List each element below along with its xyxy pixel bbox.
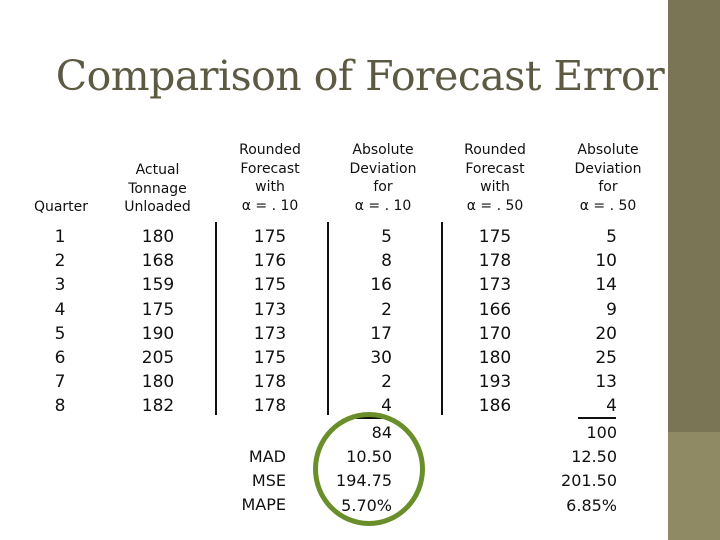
table-cell: 25 [595, 347, 617, 368]
column-separator [441, 222, 443, 415]
table-cell: 190 [141, 323, 175, 344]
mad-label: MAD [248, 447, 286, 466]
table-cell: 1 [54, 227, 66, 247]
header-forecast-10: Rounded Forecast with α = . 10 [222, 141, 318, 215]
header-line: for [373, 179, 393, 195]
header-line: Forecast [240, 160, 300, 177]
table-cell: 13 [595, 372, 617, 393]
header-line: Tonnage [128, 180, 187, 197]
header-line: Rounded [464, 142, 526, 158]
table-cell: 30 [370, 347, 392, 368]
table-cell: 5 [606, 227, 617, 247]
highlight-circle [313, 412, 425, 526]
mse-value: 201.50 [561, 471, 617, 491]
table-cell: 182 [141, 396, 175, 417]
table-cell: 173 [478, 275, 512, 296]
right-decorative-bar-accent [668, 432, 720, 540]
table-cell: 175 [253, 227, 287, 247]
slide-title: Comparison of Forecast Error [55, 52, 665, 100]
table-cell: 193 [478, 372, 512, 393]
header-line: Absolute [577, 142, 639, 158]
table-cell: 4 [54, 299, 66, 320]
header-line: with [255, 179, 285, 195]
table-cell: 5 [381, 227, 392, 247]
header-deviation-10: Absolute Deviation for α = . 10 [333, 141, 433, 215]
table-cell: 180 [141, 227, 175, 247]
table-cell: 178 [478, 251, 512, 272]
table-cell: 173 [253, 299, 287, 320]
table-cell: 20 [595, 323, 617, 344]
table-cell: 176 [253, 251, 287, 272]
table-cell: 8 [381, 251, 392, 272]
table-cell: 205 [141, 347, 175, 368]
table-cell: 10 [595, 251, 617, 272]
table-cell: 178 [253, 372, 287, 393]
table-cell: 2 [381, 372, 392, 393]
sum-deviation-value: 100 [586, 423, 617, 442]
header-line: Unloaded [124, 199, 191, 215]
column-separator [215, 222, 217, 415]
header-quarter: Quarter [26, 198, 96, 217]
table-cell: 186 [478, 396, 512, 417]
header-line: α = . 10 [354, 197, 412, 214]
table-cell: 7 [54, 372, 66, 393]
table-cell: 175 [141, 299, 175, 320]
column-forecast-50: 175 178 173 166 170 180 193 186 [467, 225, 523, 419]
table-cell: 17 [370, 323, 392, 344]
header-line: with [480, 179, 510, 195]
header-line: α = . 50 [579, 197, 637, 214]
mse-label: MSE [251, 471, 286, 491]
header-line: Deviation [349, 160, 417, 177]
table-cell: 4 [381, 396, 392, 417]
column-quarter: 1 2 3 4 5 6 7 8 [40, 225, 80, 419]
mape-label: MAPE [241, 495, 286, 515]
table-cell: 5 [54, 323, 66, 344]
table-cell: 180 [478, 347, 512, 368]
column-separator [327, 222, 329, 415]
table-cell: 3 [54, 275, 66, 296]
table-cell: 159 [141, 275, 175, 296]
table-cell: 175 [253, 275, 287, 296]
header-line: Deviation [574, 160, 642, 177]
sum-underline [578, 417, 616, 419]
table-cell: 16 [370, 275, 392, 296]
column-deviation-10: 5 8 16 2 17 30 2 4 [340, 225, 392, 419]
header-forecast-50: Rounded Forecast with α = . 50 [447, 141, 543, 215]
table-cell: 4 [606, 396, 617, 417]
column-forecast-10: 175 176 175 173 173 175 178 178 [242, 225, 298, 419]
header-line: α = . 10 [241, 197, 299, 214]
header-actual-tonnage: Actual Tonnage Unloaded [110, 161, 205, 217]
table-cell: 2 [381, 299, 392, 320]
summary-alpha-50: 100 12.50 201.50 6.85% [534, 421, 617, 518]
header-line: Absolute [352, 142, 414, 158]
header-line: Rounded [239, 142, 301, 158]
header-quarter-label: Quarter [33, 199, 89, 215]
table-cell: 175 [253, 347, 287, 368]
table-cell: 2 [54, 251, 66, 272]
table-cell: 170 [478, 323, 512, 344]
mape-value: 6.85% [566, 495, 617, 515]
table-cell: 178 [253, 396, 287, 417]
table-cell: 175 [478, 227, 512, 247]
mad-value: 12.50 [571, 447, 617, 467]
column-actual: 180 168 159 175 190 205 180 182 [130, 225, 186, 419]
header-line: for [598, 179, 618, 195]
header-line: α = . 50 [466, 197, 524, 214]
table-cell: 180 [141, 372, 175, 393]
table-cell: 173 [253, 323, 287, 344]
table-cell: 166 [478, 299, 512, 320]
table-cell: 9 [606, 299, 617, 320]
table-cell: 6 [54, 347, 66, 368]
title-band [52, 26, 646, 130]
table-cell: 14 [595, 275, 617, 296]
table-cell: 8 [54, 396, 66, 417]
column-deviation-50: 5 10 14 9 20 25 13 4 [564, 225, 617, 419]
header-line: Forecast [465, 160, 525, 177]
table-cell: 168 [141, 251, 175, 272]
header-line: Actual [135, 162, 180, 178]
summary-labels: MAD MSE MAPE [226, 445, 286, 518]
header-deviation-50: Absolute Deviation for α = . 50 [558, 141, 658, 215]
